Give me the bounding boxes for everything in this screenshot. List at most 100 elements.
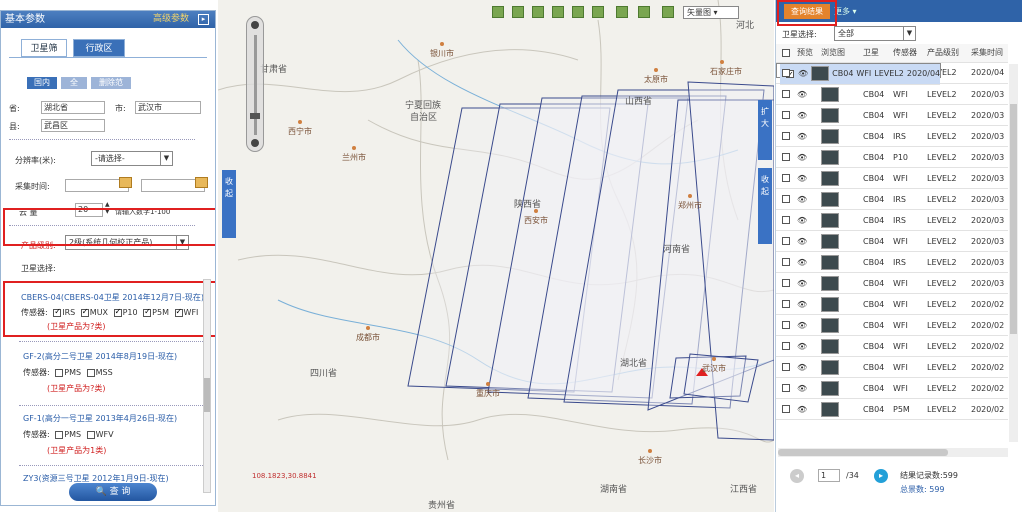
preview-cell[interactable]: 👁 — [794, 335, 818, 357]
scene-footprint[interactable] — [527, 95, 727, 405]
eye-icon[interactable]: 👁 — [797, 383, 808, 393]
eye-icon[interactable]: 👁 — [797, 215, 808, 225]
satellite-name[interactable]: ZY3(资源三号卫星 2012年1月9日-现在) — [23, 474, 169, 483]
preview-cell[interactable]: 👁 — [794, 251, 818, 273]
row-checkbox[interactable] — [782, 195, 790, 203]
row-checkbox-cell[interactable] — [776, 125, 794, 147]
row-checkbox[interactable] — [782, 279, 790, 287]
thumbnail-cell[interactable] — [818, 209, 860, 231]
row-checkbox[interactable] — [782, 216, 790, 224]
subtab-delete-range[interactable]: 删除范 — [91, 77, 131, 89]
advanced-params-link[interactable]: 高级参数 — [152, 14, 189, 24]
page-number-input[interactable]: 1 — [818, 469, 840, 482]
eye-icon[interactable]: 👁 — [797, 152, 808, 162]
subtab-all[interactable]: 全 — [61, 77, 87, 89]
scene-footprint[interactable] — [647, 99, 774, 411]
thumbnail-cell[interactable] — [818, 104, 860, 126]
zoom-out-icon[interactable] — [251, 139, 259, 147]
scene-footprint[interactable] — [683, 353, 759, 403]
row-checkbox-cell[interactable] — [776, 83, 794, 105]
row-checkbox[interactable] — [782, 258, 790, 266]
thumbnail-cell[interactable] — [818, 293, 860, 315]
eye-icon[interactable]: 👁 — [797, 320, 808, 330]
thumbnail-image[interactable] — [821, 317, 839, 333]
thumbnail-image[interactable] — [821, 149, 839, 165]
satellite-name[interactable]: CBERS-04(CBERS-04卫星 2014年12月7日-现在) — [21, 293, 204, 302]
sensor-checkbox[interactable] — [113, 307, 122, 317]
scene-footprint[interactable] — [487, 97, 689, 399]
table-row[interactable]: 👁 CB04 IRS LEVEL2 2020/03 — [776, 188, 1008, 210]
thumbnail-cell[interactable] — [818, 188, 860, 210]
row-checkbox-cell[interactable] — [776, 188, 794, 210]
satellite-name[interactable]: GF-1(高分一号卫星 2013年4月26日-现在) — [23, 414, 178, 423]
sensor-checkbox[interactable] — [80, 307, 89, 317]
thumbnail-image[interactable] — [821, 380, 839, 396]
row-checkbox[interactable] — [782, 321, 790, 329]
row-checkbox-cell[interactable] — [776, 293, 794, 315]
row-checkbox[interactable] — [782, 342, 790, 350]
sensor-checkbox[interactable] — [174, 307, 183, 317]
location-marker-icon[interactable] — [696, 368, 708, 376]
thumbnail-cell[interactable] — [818, 314, 860, 336]
info-tool-icon[interactable] — [552, 6, 564, 18]
row-checkbox[interactable] — [782, 90, 790, 98]
row-checkbox-cell[interactable] — [776, 167, 794, 189]
sensor-checkbox[interactable] — [55, 368, 64, 377]
eye-icon[interactable]: 👁 — [797, 131, 808, 141]
preview-cell[interactable]: 👁 — [794, 125, 818, 147]
row-checkbox-cell[interactable] — [776, 398, 794, 420]
thumbnail-cell[interactable] — [818, 251, 860, 273]
map-view[interactable]: 甘肃省 宁夏回族 自治区 山西省 陕西省 河南省 四川省 湖北省 湖南省 江西省 贵州省 河北 银川市… — [218, 0, 774, 512]
table-row[interactable]: 👁 CB04 WFI LEVEL2 2020/03 — [776, 272, 1008, 294]
zoom-slider[interactable] — [246, 16, 264, 152]
eye-icon[interactable]: 👁 — [798, 69, 809, 79]
table-row[interactable]: 👁 CB04 WFI LEVEL2 2020/02 — [776, 314, 1008, 336]
eye-icon[interactable]: 👁 — [797, 110, 808, 120]
zoom-in-icon[interactable] — [251, 21, 259, 29]
thumbnail-image[interactable] — [821, 86, 839, 102]
query-button[interactable]: 🔍 查 询 — [69, 483, 157, 501]
table-row[interactable]: 👁 CB04 WFI LEVEL2 2020/03 — [776, 167, 1008, 189]
scroll-thumb[interactable] — [204, 378, 210, 412]
thumbnail-cell[interactable] — [818, 230, 860, 252]
tab-satellite[interactable]: 卫星筛 — [21, 39, 67, 57]
row-checkbox[interactable] — [782, 132, 790, 140]
table-row[interactable]: 👁 CB04 WFI LEVEL2 2020/02 — [776, 335, 1008, 357]
table-row[interactable]: 👁 CB04 WFI LEVEL2 2020/03 — [776, 83, 1008, 105]
preview-cell[interactable]: 👁 — [794, 377, 818, 399]
draw-tool-icon[interactable] — [592, 6, 604, 18]
satellite-name[interactable]: GF-2(高分二号卫星 2014年8月19日-现在) — [23, 352, 178, 361]
thumbnail-image[interactable] — [821, 170, 839, 186]
row-checkbox-cell[interactable] — [776, 272, 794, 294]
eye-icon[interactable]: 👁 — [797, 89, 808, 99]
row-checkbox-cell[interactable] — [776, 251, 794, 273]
layer-tool-icon[interactable] — [662, 6, 674, 18]
thumbnail-cell[interactable] — [818, 125, 860, 147]
thumbnail-cell[interactable] — [818, 398, 860, 420]
row-checkbox[interactable] — [782, 174, 790, 182]
scroll-thumb[interactable] — [1010, 104, 1017, 334]
expand-tab[interactable]: 扩大 — [758, 100, 772, 160]
scene-footprint[interactable] — [445, 103, 649, 393]
row-checkbox-cell[interactable] — [776, 104, 794, 126]
row-checkbox[interactable] — [782, 405, 790, 413]
table-row[interactable]: 👁 CB04 IRS LEVEL2 2020/03 — [776, 125, 1008, 147]
row-checkbox-cell[interactable] — [776, 377, 794, 399]
thumbnail-image[interactable] — [821, 296, 839, 312]
tab-admin-region[interactable]: 行政区 — [73, 39, 125, 57]
eye-icon[interactable]: 👁 — [797, 404, 808, 414]
resolution-select[interactable]: -请选择- ▼ — [91, 151, 173, 166]
preview-cell[interactable]: 👁 — [794, 272, 818, 294]
satellite-list-scrollbar[interactable] — [203, 279, 211, 493]
preview-cell[interactable]: 👁 — [794, 167, 818, 189]
clear-tool-icon[interactable] — [616, 6, 628, 18]
row-checkbox-cell[interactable] — [776, 335, 794, 357]
sensor-checkbox[interactable] — [53, 307, 62, 317]
table-row[interactable]: 👁 CB04 WFI LEVEL2 2020/02 — [776, 293, 1008, 315]
city-field[interactable]: 武汉市 — [135, 101, 201, 114]
table-row[interactable]: 👁 CB04 WFI LEVEL2 2020/02 — [776, 356, 1008, 378]
thumbnail-cell[interactable] — [818, 356, 860, 378]
preview-cell[interactable]: 👁 — [794, 293, 818, 315]
satellite-filter-select[interactable]: 全部 ▼ — [834, 26, 916, 41]
sensor-checkbox[interactable] — [86, 430, 95, 439]
